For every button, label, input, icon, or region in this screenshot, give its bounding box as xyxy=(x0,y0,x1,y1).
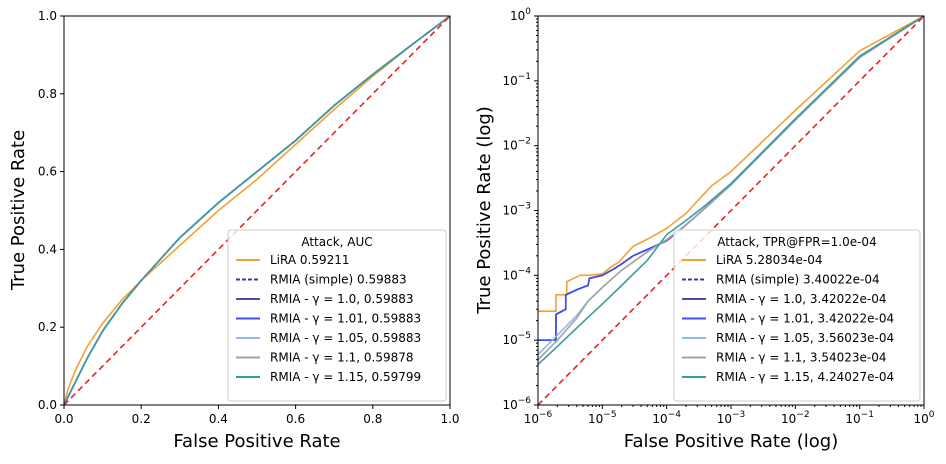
legend-title: Attack, AUC xyxy=(301,235,372,249)
log-ticks: 10−6 10−5 10−4 10−3 10−2 10−1 100 10−6 10−5 10−4 1… xyxy=(502,7,934,426)
y-tick-label: 10−6 xyxy=(502,396,531,412)
y-tick-label: 0.2 xyxy=(38,320,57,334)
x-tick-label: 0.6 xyxy=(286,412,305,426)
legend-entry-0: LiRA 5.28034e-04 xyxy=(716,253,823,267)
legend-entry-1: RMIA (simple) 0.59883 xyxy=(270,273,407,287)
x-tick-label: 100 xyxy=(913,410,934,426)
legend-entry-0: LiRA 0.59211 xyxy=(270,253,350,267)
y-tick-label: 1.0 xyxy=(38,9,57,23)
legend-entry-4: RMIA - γ = 1.05, 0.59883 xyxy=(270,331,421,345)
x-tick-label: 1.0 xyxy=(440,412,459,426)
linear-x-axis-label: False Positive Rate xyxy=(173,431,340,452)
log-roc-panel: 10−6 10−5 10−4 10−3 10−2 10−1 100 10−6 10−5 10−4 1… xyxy=(474,7,935,452)
linear-plot-frame xyxy=(63,15,451,406)
x-tick-label: 0.2 xyxy=(132,412,151,426)
x-tick-label: 10−1 xyxy=(845,410,874,426)
linear-roc-panel: 0.0 0.2 0.4 0.6 0.8 1.0 0.0 0.2 0.4 0.6 0.8 1.0 Fal… xyxy=(8,9,460,452)
y-tick-label: 0.6 xyxy=(38,165,57,179)
linear-y-axis-label: True Positive Rate xyxy=(8,130,29,291)
y-tick-label: 100 xyxy=(510,7,531,23)
diagonal-reference-line xyxy=(64,16,450,405)
x-tick-label: 10−6 xyxy=(524,410,553,426)
y-tick-label: 0.0 xyxy=(38,398,57,412)
x-tick-label: 10−4 xyxy=(652,410,681,426)
legend-entry-2: RMIA - γ = 1.0, 3.42022e-04 xyxy=(716,292,887,306)
linear-ticks: 0.0 0.2 0.4 0.6 0.8 1.0 0.0 0.2 0.4 0.6 0.8 1.0 xyxy=(38,9,460,426)
x-tick-label: 0.8 xyxy=(363,412,382,426)
legend-entry-3: RMIA - γ = 1.01, 3.42022e-04 xyxy=(716,312,894,326)
x-tick-label: 10−3 xyxy=(717,410,746,426)
legend-box xyxy=(227,229,447,402)
series-line-0 xyxy=(64,16,450,405)
diagonal-reference-line xyxy=(538,16,924,405)
legend-entry-5: RMIA - γ = 1.1, 0.59878 xyxy=(270,351,414,365)
legend-entry-6: RMIA - γ = 1.15, 4.24027e-04 xyxy=(716,370,894,384)
legend-title: Attack, TPR@FPR=1.0e-04 xyxy=(717,235,876,249)
log-series-group xyxy=(538,16,924,405)
y-tick-label: 0.4 xyxy=(38,242,57,256)
legend-entry-5: RMIA - γ = 1.1, 3.54023e-04 xyxy=(716,351,887,365)
x-tick-label: 0.0 xyxy=(54,412,73,426)
linear-series-group xyxy=(64,16,450,405)
legend-entry-2: RMIA - γ = 1.0, 0.59883 xyxy=(270,292,414,306)
x-tick-label: 10−2 xyxy=(781,410,810,426)
y-tick-label: 10−5 xyxy=(502,331,531,347)
y-tick-label: 10−4 xyxy=(502,266,531,282)
log-y-axis-label: True Positive Rate (log) xyxy=(474,106,495,315)
legend-entry-6: RMIA - γ = 1.15, 0.59799 xyxy=(270,370,421,384)
log-x-axis-label: False Positive Rate (log) xyxy=(624,431,839,452)
y-tick-label: 0.8 xyxy=(38,87,57,101)
legend-entry-3: RMIA - γ = 1.01, 0.59883 xyxy=(270,312,421,326)
legend-box xyxy=(673,229,921,402)
series-line-6 xyxy=(64,16,450,405)
legend-entry-4: RMIA - γ = 1.05, 3.56023e-04 xyxy=(716,331,894,345)
series-line-6 xyxy=(538,16,924,366)
y-tick-label: 10−1 xyxy=(502,72,531,88)
y-tick-label: 10−3 xyxy=(502,202,531,218)
y-tick-label: 10−2 xyxy=(502,137,531,153)
series-line-0 xyxy=(538,16,924,312)
x-tick-label: 0.4 xyxy=(209,412,228,426)
x-tick-label: 10−5 xyxy=(588,410,617,426)
log-legend: Attack, TPR@FPR=1.0e-04 LiRA 5.28034e-04 R… xyxy=(673,229,921,402)
linear-legend: Attack, AUC LiRA 0.59211 RMIA (simple) 0.5… xyxy=(227,229,447,402)
legend-entry-1: RMIA (simple) 3.40022e-04 xyxy=(716,273,880,287)
